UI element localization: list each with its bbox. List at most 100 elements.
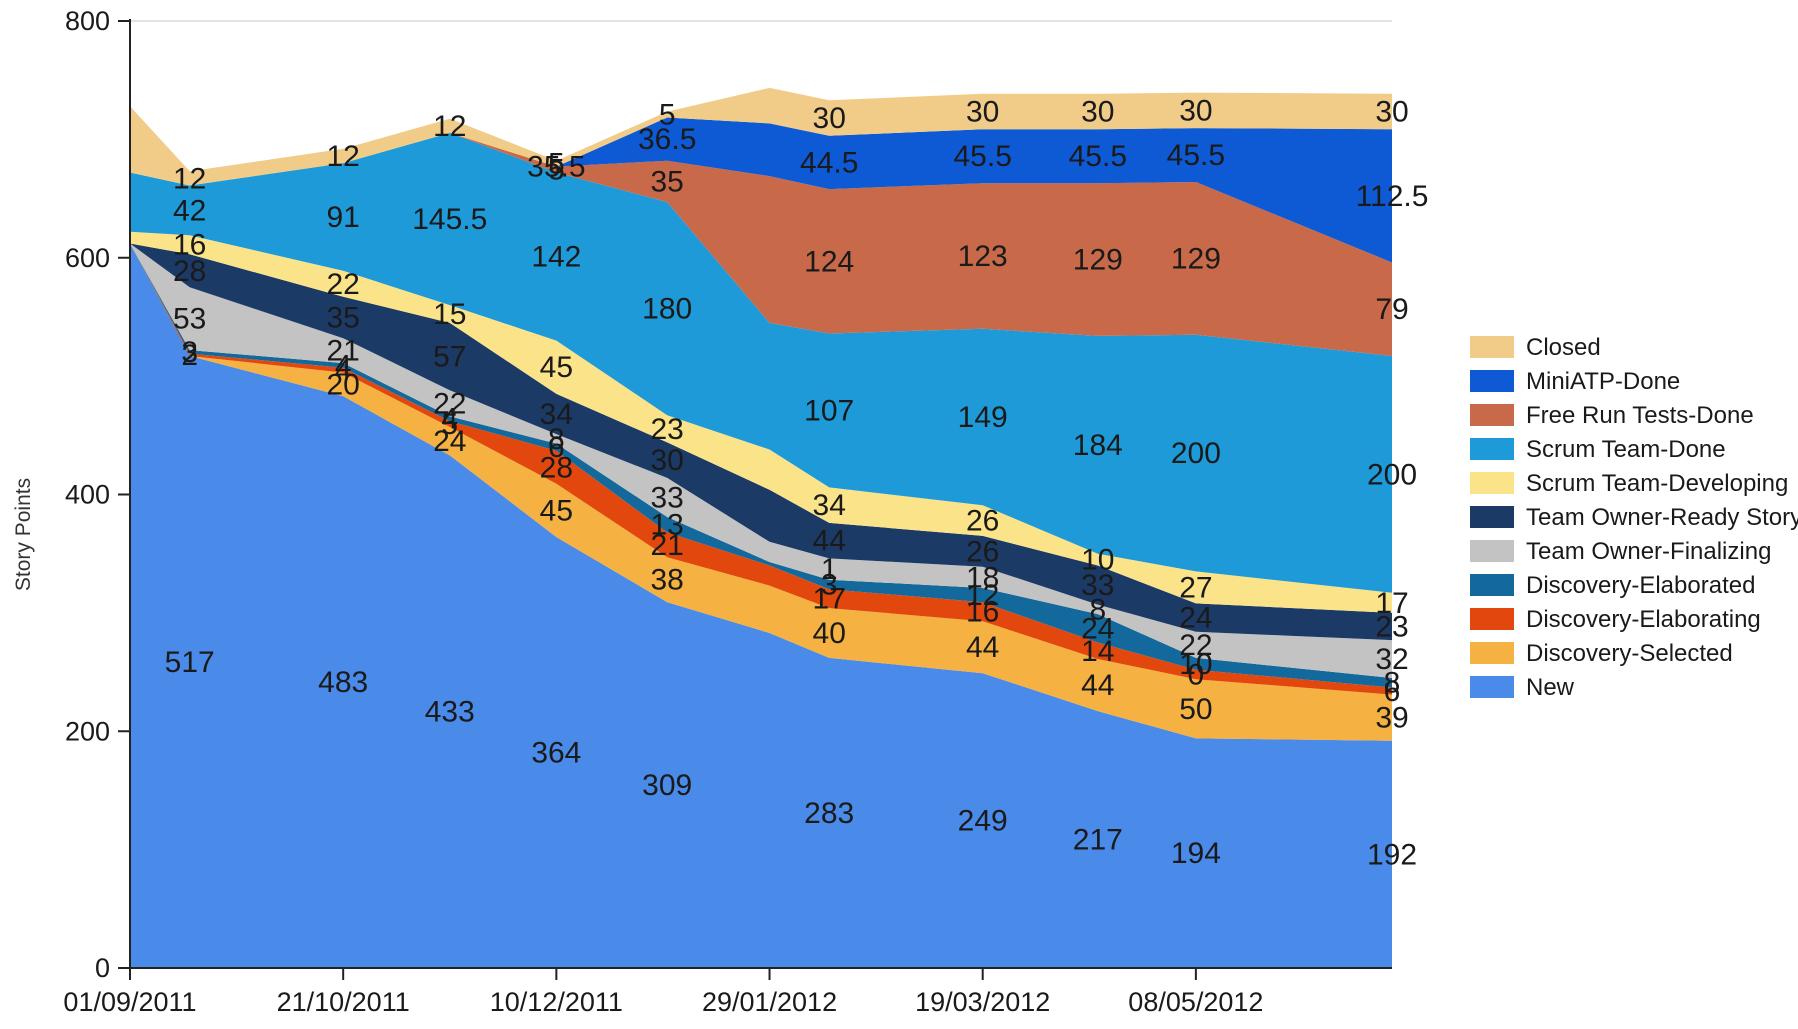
data-label: 217 (1073, 824, 1123, 857)
data-label: 142 (531, 241, 581, 274)
data-label: 12 (173, 162, 206, 195)
data-label: 112.5 (1356, 180, 1429, 213)
data-label: 483 (318, 666, 368, 699)
data-label: 28 (540, 451, 573, 484)
data-label: 17 (1375, 587, 1408, 620)
area-team-owner-ready-story (130, 243, 1392, 641)
data-label: 23 (651, 413, 684, 446)
data-label: 45.5 (954, 140, 1012, 173)
legend-label-scrum-team-developing: Scrum Team-Developing (1526, 470, 1788, 497)
data-label: 107 (804, 394, 854, 427)
data-label: 192 (1367, 838, 1417, 871)
data-label: 26 (966, 535, 999, 568)
data-label: 20 (326, 368, 359, 401)
data-label: 4 (335, 349, 352, 382)
data-label: 35 (326, 302, 359, 335)
data-label: 200 (1367, 458, 1417, 491)
data-label: 149 (958, 401, 1008, 434)
data-label: 27 (1179, 571, 1212, 604)
area-layers (130, 87, 1392, 968)
data-label: 14 (1081, 635, 1114, 668)
data-label: 5 (659, 99, 676, 132)
legend-swatch-scrum-team-done (1470, 438, 1514, 460)
data-label: 145.5 (412, 203, 487, 236)
data-label: 194 (1171, 837, 1221, 870)
data-label: 180 (642, 293, 692, 326)
y-tick-label: 800 (65, 6, 110, 36)
data-label: 517 (165, 646, 215, 679)
data-label: 3 (181, 336, 198, 369)
legend-label-scrum-team-done: Scrum Team-Done (1526, 436, 1726, 463)
data-label: 6 (1384, 675, 1401, 708)
data-label: 26 (966, 505, 999, 538)
data-label: 30 (651, 444, 684, 477)
data-label: 34 (540, 398, 573, 431)
data-label: 13 (651, 509, 684, 542)
area-miniatp-done (130, 117, 1392, 263)
data-label: 33 (1081, 569, 1114, 602)
data-label: 22 (1179, 629, 1212, 662)
legend-label-discovery-elaborating: Discovery-Elaborating (1526, 606, 1761, 633)
data-label: 35.5 (527, 151, 585, 184)
data-label: 4 (441, 403, 458, 436)
data-label: 10 (1179, 648, 1212, 681)
data-label: 3 (821, 568, 838, 601)
data-label: 45 (540, 494, 573, 527)
data-label: 22 (326, 268, 359, 301)
data-label: 24 (1081, 612, 1114, 645)
data-label: 79 (1375, 293, 1408, 326)
legend-swatch-team-owner-finalizing (1470, 540, 1514, 562)
x-tick-label: 29/01/2012 (702, 987, 837, 1017)
data-label: 45 (540, 351, 573, 384)
area-closed (130, 87, 1392, 186)
y-tick-label: 400 (65, 480, 110, 510)
data-label: 1 (821, 553, 838, 586)
data-label: 30 (1179, 94, 1212, 127)
legend-swatch-team-owner-ready-story (1470, 506, 1514, 528)
data-label: 33 (651, 481, 684, 514)
y-tick-label: 200 (65, 716, 110, 746)
data-label: 129 (1171, 242, 1221, 275)
data-label: 30 (966, 96, 999, 129)
data-label: 18 (966, 561, 999, 594)
legend-swatch-discovery-selected (1470, 642, 1514, 664)
data-label: 45.5 (1069, 140, 1127, 173)
legend-swatch-discovery-elaborating (1470, 608, 1514, 630)
data-label: 4 (335, 354, 352, 387)
area-discovery-selected (130, 243, 1392, 741)
legend-label-discovery-elaborated: Discovery-Elaborated (1526, 572, 1755, 599)
data-label: 283 (804, 797, 854, 830)
data-label: 8 (548, 423, 565, 456)
data-label: 124 (804, 245, 854, 278)
legend-swatch-discovery-elaborated (1470, 574, 1514, 596)
legend-label-team-owner-finalizing: Team Owner-Finalizing (1526, 538, 1771, 565)
data-label: 22 (433, 387, 466, 420)
data-label: 23 (1375, 610, 1408, 643)
data-label: 8 (1089, 593, 1106, 626)
data-label: 34 (813, 489, 846, 522)
data-label: 16 (173, 229, 206, 262)
data-label: 184 (1073, 429, 1123, 462)
data-label: 24 (433, 425, 466, 458)
data-label: 123 (958, 240, 1008, 273)
x-tick-label: 08/05/2012 (1128, 987, 1263, 1017)
y-tick-label: 600 (65, 243, 110, 273)
data-label: 30 (1081, 96, 1114, 129)
data-label: 35 (651, 165, 684, 198)
data-label: 10 (1081, 544, 1114, 577)
data-label: 200 (1171, 437, 1221, 470)
legend-swatch-free-run-tests-done (1470, 404, 1514, 426)
data-label: 30 (813, 102, 846, 135)
legend-label-discovery-selected: Discovery-Selected (1526, 640, 1733, 667)
data-label: 5 (548, 148, 565, 181)
data-label: 6 (548, 431, 565, 464)
data-label: 129 (1073, 244, 1123, 277)
data-label: 42 (173, 194, 206, 227)
y-axis-title: Story Points (12, 478, 35, 591)
data-label: 5 (548, 154, 565, 187)
data-label: 32 (1375, 643, 1408, 676)
data-label: 50 (1179, 693, 1212, 726)
